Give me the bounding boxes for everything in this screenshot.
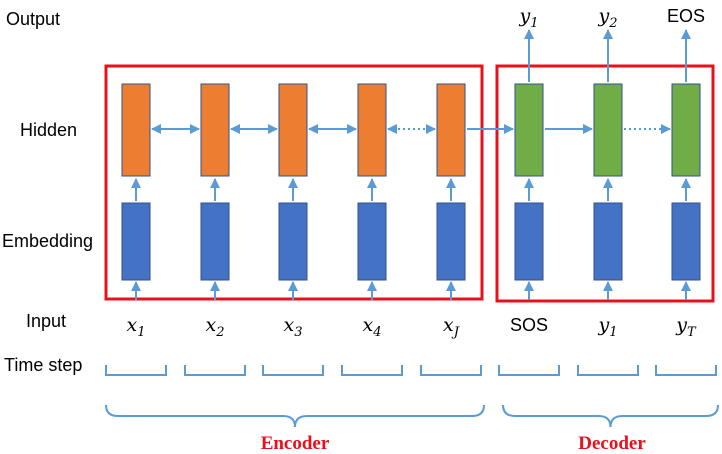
encoder-input-token: x1 [127,314,146,340]
encoder-embedding-cell [436,202,466,281]
time-step-bracket [105,365,167,376]
arrow-layer [131,29,691,300]
decoder-output-token: y2 [597,5,617,31]
time-step-bracket [184,365,246,376]
encoder-embedding-cell [121,202,151,281]
encoder-hidden-cell [121,83,151,177]
encoder-hidden-cell [436,83,466,177]
decoder-embedding-cell [593,202,623,281]
encoder-input-token: x3 [284,314,303,340]
time-step-bracket [655,365,717,376]
decoder-input-token: yT [675,314,697,340]
cell-layer [121,83,701,281]
time-step-bracket [577,365,639,376]
decoder-input-token: y1 [597,314,617,340]
decoder-hidden-cell [514,83,544,177]
token-layer: x1 x2 x3 x4 xJ SOS y1 y1 y2 yT EOS [127,5,706,340]
decoder-input-token: SOS [510,315,548,335]
row-label-hidden: Hidden [20,120,77,140]
decoder-box [495,64,715,303]
row-label-input: Input [26,311,66,331]
decoder-hidden-cell [593,83,623,177]
encoder-embedding-cell [357,202,387,281]
decoder-embedding-cell [671,202,701,281]
decoder-brace [502,404,719,428]
encoder-hidden-cell [357,83,387,177]
decoder-output-token: EOS [667,6,705,26]
row-label-embedding: Embedding [2,231,93,251]
encoder-brace [105,404,485,428]
encoder-label: Encoder [261,433,330,454]
bracket-layer [105,365,719,428]
encoder-hidden-cell [278,83,308,177]
decoder-embedding-cell [514,202,544,281]
encoder-embedding-cell [278,202,308,281]
row-label-output: Output [6,9,60,29]
encoder-hidden-cell [200,83,230,177]
encoder-embedding-cell [200,202,230,281]
time-step-bracket [262,365,324,376]
row-label-time-step: Time step [4,355,82,375]
time-step-bracket [420,365,482,376]
decoder-hidden-cell [671,83,701,177]
time-step-bracket [498,365,560,376]
time-step-bracket [341,365,403,376]
decoder-output-token: y1 [518,5,538,31]
encoder-input-token: xJ [443,314,460,340]
encoder-input-token: x2 [206,314,225,340]
decoder-label: Decoder [578,433,646,454]
encoder-input-token: x4 [363,314,382,340]
